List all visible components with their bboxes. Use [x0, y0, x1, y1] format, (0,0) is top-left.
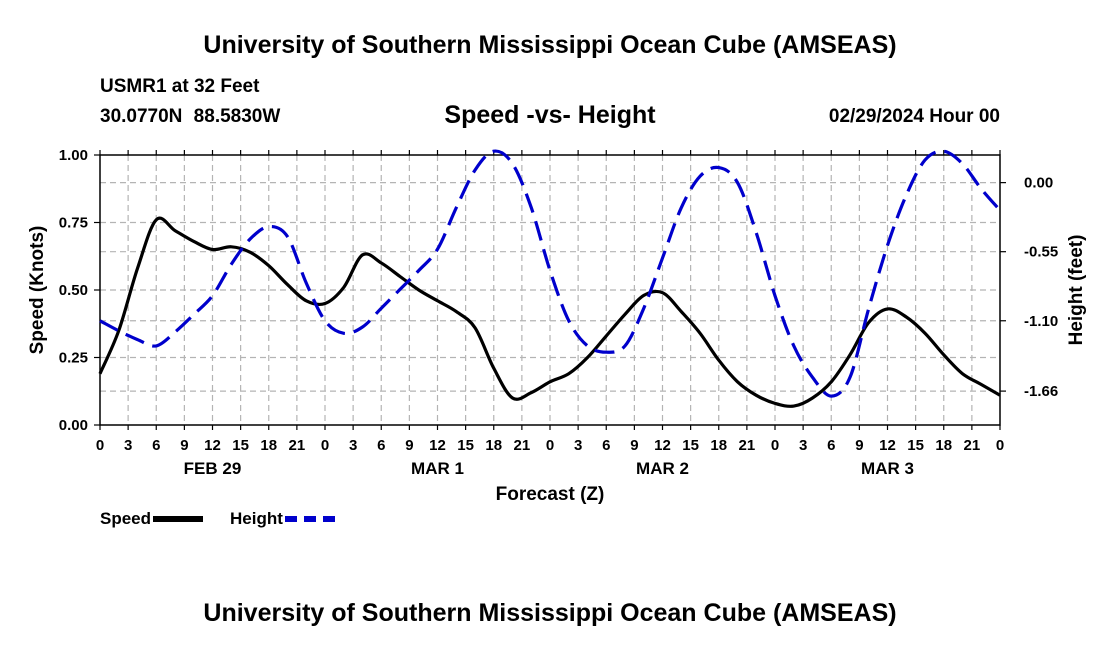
legend-speed-label: Speed	[100, 509, 152, 528]
x-axis-label: Forecast (Z)	[496, 484, 605, 505]
x-tick-label: 12	[654, 437, 671, 454]
x-tick-label: 3	[349, 437, 357, 454]
legend-speed: Speed	[100, 509, 204, 529]
x-tick-label: 15	[682, 437, 699, 454]
height-series-line	[99, 149, 1002, 398]
x-tick-label: 21	[514, 437, 531, 454]
x-tick-label: 6	[377, 437, 385, 454]
y-tick-label: 0.75	[59, 215, 88, 232]
x-tick-label: 21	[289, 437, 306, 454]
x-tick-label: 15	[907, 437, 924, 454]
x-tick-label: 18	[260, 437, 277, 454]
y-tick-label: 0.00	[59, 417, 88, 434]
legend-speed-swatch	[153, 516, 204, 522]
y2-axis-label: Height (feet)	[1066, 235, 1087, 346]
legend-height-label: Height	[230, 509, 283, 528]
x-tick-label: 0	[96, 437, 104, 454]
y-tick-label: 0.25	[59, 350, 88, 367]
station-label: USMR1 at 32 Feet	[100, 76, 260, 97]
y2-tick-label: -1.10	[1024, 313, 1058, 330]
legend-height: Height	[230, 509, 335, 529]
x-tick-label: 6	[827, 437, 835, 454]
x-tick-label: 0	[996, 437, 1004, 454]
ticks: 0 3 6 9 12 15 18 21 0 3 6 9 12 15 18 21 0 3 6 9 12 15 18 21 0 3 6 9…	[59, 147, 1058, 478]
y-tick-label: 0.50	[59, 282, 88, 299]
x-tick-label: 0	[771, 437, 779, 454]
x-tick-label: 18	[485, 437, 502, 454]
series	[98, 149, 1002, 408]
speed-series-line	[98, 216, 1001, 408]
day-label: MAR 1	[411, 459, 464, 478]
x-tick-label: 12	[204, 437, 221, 454]
grid	[100, 155, 1000, 425]
x-tick-label: 18	[935, 437, 952, 454]
x-tick-label: 9	[855, 437, 863, 454]
x-tick-label: 21	[739, 437, 756, 454]
day-label: MAR 3	[861, 459, 914, 478]
chart-title: University of Southern Mississippi Ocean…	[203, 31, 897, 59]
x-tick-label: 3	[124, 437, 132, 454]
footer-title: University of Southern Mississippi Ocean…	[203, 599, 897, 627]
x-tick-label: 0	[546, 437, 554, 454]
day-label: FEB 29	[184, 459, 242, 478]
x-tick-label: 3	[799, 437, 807, 454]
x-tick-label: 15	[457, 437, 474, 454]
y-axis-label: Speed (Knots)	[27, 226, 48, 355]
station-coordinates: 30.0770N 88.5830W	[100, 106, 281, 127]
x-tick-label: 0	[321, 437, 329, 454]
x-tick-label: 15	[232, 437, 249, 454]
x-tick-label: 6	[602, 437, 610, 454]
day-label: MAR 2	[636, 459, 689, 478]
y2-tick-label: 0.00	[1024, 175, 1053, 192]
x-tick-label: 18	[710, 437, 727, 454]
x-tick-label: 21	[964, 437, 981, 454]
x-tick-label: 9	[180, 437, 188, 454]
x-tick-label: 9	[630, 437, 638, 454]
y2-tick-label: -1.66	[1024, 383, 1058, 400]
x-tick-label: 12	[429, 437, 446, 454]
x-tick-label: 6	[152, 437, 160, 454]
legend-height-swatch	[284, 516, 335, 522]
x-tick-label: 3	[574, 437, 582, 454]
y-tick-label: 1.00	[59, 147, 88, 164]
chart-subtitle: Speed -vs- Height	[444, 101, 656, 129]
x-tick-label: 12	[879, 437, 896, 454]
y2-tick-label: -0.55	[1024, 244, 1058, 261]
forecast-datetime: 02/29/2024 Hour 00	[828, 106, 1000, 127]
x-tick-label: 9	[405, 437, 413, 454]
